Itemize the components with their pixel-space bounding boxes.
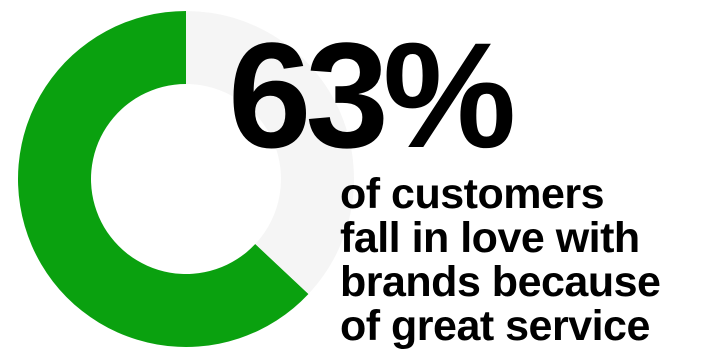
caption-line: fall in love with (340, 214, 640, 262)
donut-chart (18, 11, 354, 347)
donut-slice-highlight (18, 11, 309, 347)
stat-value: 63% (228, 11, 516, 179)
donut-slice-remainder (186, 11, 354, 295)
caption-line: of great service (340, 302, 650, 350)
caption-line: brands because (340, 258, 661, 306)
caption-line: of customers (340, 170, 605, 218)
stat-caption: of customers fall in love with brands be… (340, 170, 661, 350)
